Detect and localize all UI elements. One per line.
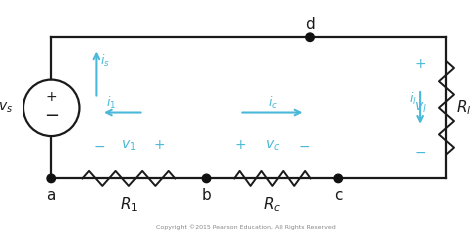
Circle shape [47,174,55,183]
Text: d: d [305,17,315,32]
Text: $+$: $+$ [153,138,165,152]
Text: +: + [46,91,57,105]
Text: $v_1$: $v_1$ [121,138,137,153]
Text: $R_1$: $R_1$ [120,195,138,214]
Text: $R_c$: $R_c$ [263,195,282,214]
Text: $R_l$: $R_l$ [456,98,472,117]
Circle shape [306,33,314,41]
Text: $-$: $-$ [93,138,105,152]
Text: $v_l$: $v_l$ [414,101,427,115]
Text: c: c [334,188,343,203]
Text: a: a [46,188,56,203]
Text: −: − [44,107,59,125]
Text: $-$: $-$ [298,138,310,152]
Text: b: b [201,188,211,203]
Text: $i_c$: $i_c$ [268,95,278,111]
Text: $v_s$: $v_s$ [0,101,14,115]
Circle shape [334,174,343,183]
Text: $i_1$: $i_1$ [106,95,116,111]
Text: $+$: $+$ [414,57,426,71]
Text: $i_s$: $i_s$ [100,53,110,69]
Text: Copyright ©2015 Pearson Education, All Rights Reserved: Copyright ©2015 Pearson Education, All R… [156,225,336,230]
Text: $-$: $-$ [414,145,426,159]
Text: $+$: $+$ [234,138,246,152]
Text: $i_l$: $i_l$ [409,91,416,107]
Text: $v_c$: $v_c$ [264,138,280,153]
Circle shape [202,174,211,183]
